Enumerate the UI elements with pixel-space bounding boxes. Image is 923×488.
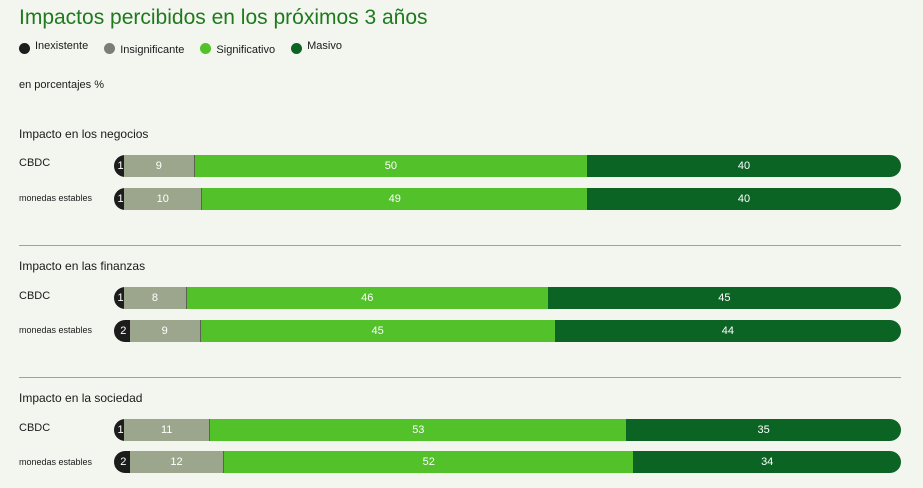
- bar-segment-masivo: 40: [587, 188, 901, 210]
- bar-segment-masivo: 35: [626, 419, 901, 441]
- row-label-finanzas-cbdc: CBDC: [19, 290, 51, 302]
- bar-segment-inexistente: 2: [114, 451, 130, 473]
- data-label: 52: [422, 456, 435, 468]
- bar-segment-inexistente: 1: [114, 419, 124, 441]
- bar-sociedad-cbdc: 1 11 53 35: [114, 419, 901, 441]
- legend-label-insignificante: Insignificante: [120, 44, 185, 56]
- bar-segment-masivo: 45: [547, 287, 901, 309]
- legend-item-masivo: Masivo: [291, 40, 342, 54]
- data-label: 46: [361, 292, 374, 304]
- bar-segment-inexistente: 1: [114, 188, 124, 210]
- bar-segment-insignificante: 12: [129, 451, 225, 473]
- legend-item-significativo: Significativo: [200, 42, 276, 56]
- data-label: 45: [371, 325, 384, 337]
- bar-segment-significativo: 45: [200, 320, 555, 342]
- legend-swatch-insignificante: [104, 42, 116, 54]
- bar-segment-significativo: 52: [224, 451, 634, 473]
- unit-note: en porcentajes %: [19, 79, 104, 91]
- data-label: 40: [737, 193, 751, 205]
- data-label: 35: [757, 424, 770, 436]
- bar-segment-masivo: 40: [587, 155, 901, 177]
- chart-title: Impactos percibidos en los próximos 3 añ…: [19, 6, 428, 29]
- bar-segment-masivo: 44: [554, 320, 901, 342]
- legend: Inexistente Insignificante Significativo…: [19, 40, 358, 56]
- bar-finanzas-cbdc: 1 8 46 45: [114, 287, 901, 309]
- data-label: 11: [160, 424, 173, 436]
- legend-swatch-significativo: [200, 42, 212, 54]
- bar-segment-insignificante: 8: [124, 287, 187, 309]
- bar-segment-significativo: 50: [194, 155, 588, 177]
- data-label: 34: [761, 456, 774, 468]
- data-label: 45: [718, 292, 731, 304]
- data-label: 1: [117, 292, 124, 304]
- bar-segment-inexistente: 1: [114, 155, 124, 177]
- bar-segment-significativo: 46: [186, 287, 548, 309]
- data-label: 1: [117, 160, 124, 172]
- data-label: 49: [388, 193, 401, 205]
- data-label: 1: [117, 424, 124, 436]
- data-label: 44: [721, 325, 734, 337]
- data-label: 9: [155, 160, 162, 172]
- bar-finanzas-monedas: 2 9 45 44: [114, 320, 901, 342]
- data-label: 1: [117, 193, 124, 205]
- bar-segment-masivo: 34: [633, 451, 901, 473]
- row-label-finanzas-monedas: monedas estables: [19, 325, 93, 335]
- bar-segment-insignificante: 11: [124, 419, 211, 441]
- legend-item-insignificante: Insignificante: [104, 42, 185, 56]
- bar-segment-insignificante: 9: [129, 320, 201, 342]
- bar-segment-inexistente: 1: [114, 287, 124, 309]
- bar-segment-inexistente: 2: [114, 320, 130, 342]
- data-label: 10: [156, 193, 169, 205]
- data-label: 12: [170, 456, 183, 468]
- bar-segment-insignificante: 10: [124, 188, 203, 210]
- section-title-sociedad: Impacto en la sociedad: [19, 391, 143, 405]
- bar-segment-insignificante: 9: [124, 155, 195, 177]
- bar-segment-significativo: 49: [202, 188, 588, 210]
- data-label: 8: [151, 292, 158, 304]
- data-label: 40: [737, 160, 751, 172]
- bar-negocios-monedas: 1 10 49 40: [114, 188, 901, 210]
- legend-swatch-masivo: [291, 42, 303, 54]
- section-title-finanzas: Impacto en las finanzas: [19, 259, 146, 273]
- legend-label-significativo: Significativo: [216, 44, 276, 56]
- row-label-sociedad-cbdc: CBDC: [19, 422, 51, 434]
- legend-swatch-inexistente: [19, 42, 30, 54]
- legend-item-inexistente: Inexistente: [19, 40, 89, 54]
- row-label-sociedad-monedas: monedas estables: [19, 457, 93, 467]
- divider: [19, 377, 901, 378]
- legend-label-inexistente: Inexistente: [35, 40, 89, 52]
- data-label: 9: [161, 325, 168, 337]
- data-label: 2: [120, 456, 127, 468]
- data-label: 2: [120, 325, 127, 337]
- data-label: 50: [384, 160, 397, 172]
- data-label: 53: [412, 424, 425, 436]
- legend-label-masivo: Masivo: [307, 40, 342, 52]
- section-title-negocios: Impacto en los negocios: [19, 127, 149, 141]
- bar-negocios-cbdc: 1 9 50 40: [114, 155, 901, 177]
- bar-sociedad-monedas: 2 12 52 34: [114, 451, 901, 473]
- bar-segment-significativo: 53: [210, 419, 627, 441]
- row-label-negocios-monedas: monedas estables: [19, 193, 93, 203]
- row-label-negocios-cbdc: CBDC: [19, 157, 51, 169]
- divider: [19, 245, 901, 246]
